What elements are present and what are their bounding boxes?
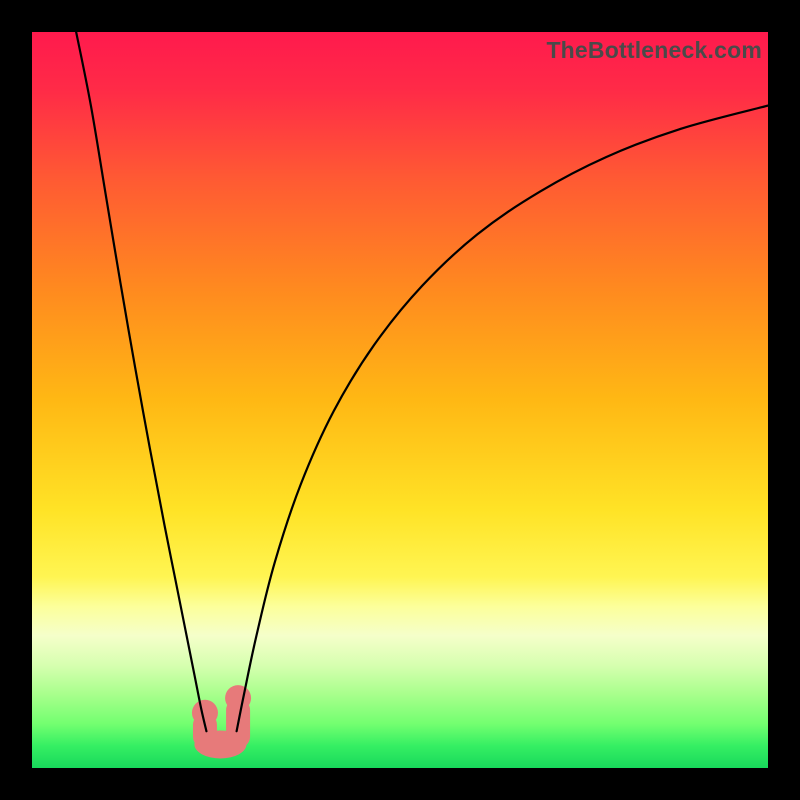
watermark-text: TheBottleneck.com xyxy=(546,37,762,64)
cusp-marker xyxy=(192,685,251,758)
frame-right xyxy=(768,0,800,800)
stage: TheBottleneck.com xyxy=(0,0,800,800)
curve-left-branch xyxy=(76,32,206,731)
curve-svg xyxy=(32,32,768,768)
frame-bottom xyxy=(0,768,800,800)
frame-left xyxy=(0,0,32,800)
plot-area: TheBottleneck.com xyxy=(32,32,768,768)
frame-top xyxy=(0,0,800,32)
curve-right-branch xyxy=(237,106,768,732)
